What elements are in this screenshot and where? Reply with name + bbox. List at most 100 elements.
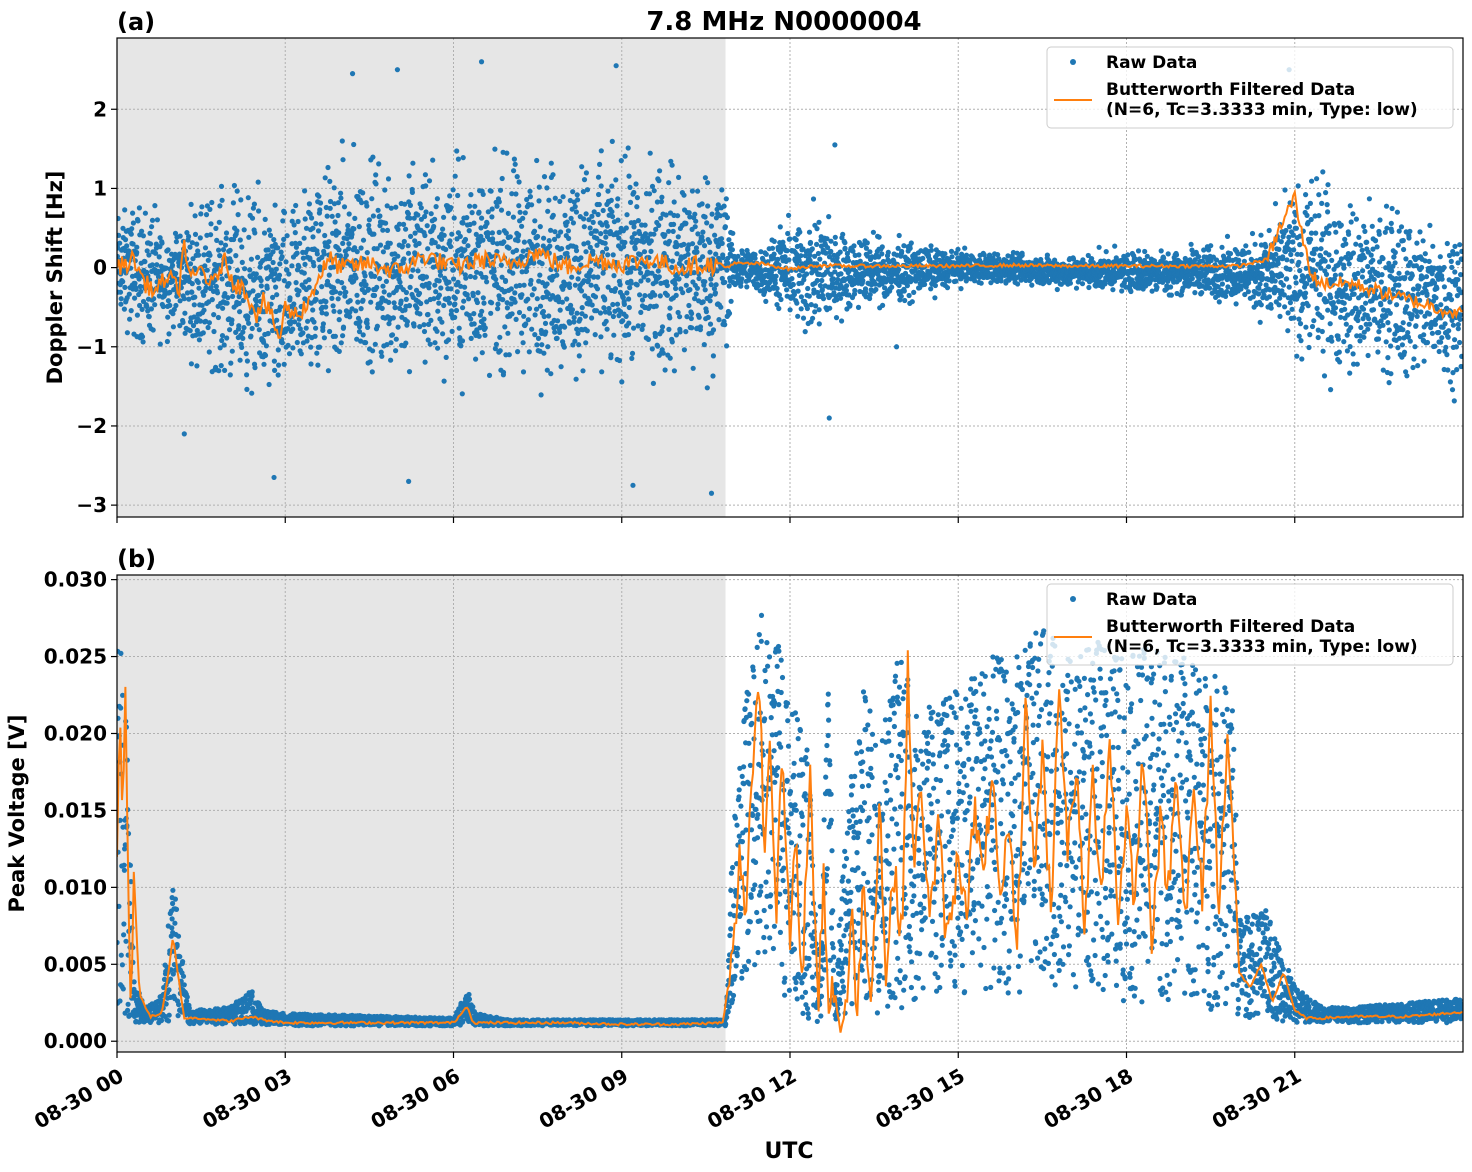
raw-data-point [287,295,293,301]
raw-data-point [278,249,284,255]
raw-data-point [173,239,179,245]
raw-data-point [279,340,285,346]
raw-data-point [470,293,476,299]
raw-data-point [1358,242,1364,248]
raw-data-point [248,256,254,262]
raw-data-point [1395,242,1401,248]
raw-data-point [702,214,708,220]
raw-data-point [1323,190,1329,196]
raw-data-point [551,236,558,242]
raw-data-point [327,205,333,211]
raw-data-point [252,230,258,236]
raw-data-point [425,311,431,318]
raw-data-point [462,284,468,290]
raw-data-point [382,187,388,193]
raw-data-point [1321,373,1328,379]
raw-data-point [762,289,768,295]
raw-data-point [587,298,593,304]
raw-data-point [390,315,396,321]
raw-data-point [1307,200,1313,206]
raw-data-point [464,292,470,298]
raw-data-point [1383,313,1389,319]
raw-data-point [607,228,614,235]
raw-data-point [426,285,432,291]
raw-data-point [380,249,386,255]
raw-data-point [621,244,627,250]
raw-data-point [681,192,687,198]
raw-data-point [800,315,807,321]
raw-data-point [496,199,502,205]
raw-data-point [294,339,300,346]
raw-data-point [909,299,915,305]
raw-data-point [228,360,234,366]
raw-data-point [357,324,363,330]
raw-data-point [373,181,379,187]
raw-data-point [618,158,624,164]
raw-data-point [860,278,866,284]
raw-data-point [230,293,236,299]
raw-data-point [383,278,389,284]
raw-data-point [876,234,882,240]
raw-data-point [327,178,333,184]
raw-data-point [516,309,523,316]
raw-data-point [421,322,427,328]
raw-data-point [1323,271,1330,277]
raw-data-point [476,333,482,339]
raw-data-point [625,332,632,338]
raw-data-point [520,248,526,254]
raw-data-point [1073,285,1080,291]
raw-data-point [206,320,212,326]
raw-data-point [406,173,412,179]
raw-data-point [409,189,415,195]
raw-data-point [557,307,563,313]
raw-data-point [206,349,212,355]
raw-data-point [317,344,323,350]
raw-data-point [589,213,595,219]
raw-data-point [493,341,499,347]
raw-data-point [725,260,731,266]
raw-data-point [1249,230,1256,237]
raw-data-point [296,288,302,294]
raw-data-point [340,324,347,330]
raw-data-point [710,353,717,359]
raw-data-point [599,222,605,228]
raw-data-point [301,270,307,276]
raw-data-point [117,232,122,238]
raw-data-point [519,254,526,260]
raw-data-point [154,262,160,268]
raw-data-point [460,220,466,226]
raw-data-point [687,214,693,220]
raw-data-point [1284,257,1290,263]
raw-data-point [704,220,710,226]
raw-data-point [659,324,666,330]
raw-data-point [1347,370,1353,376]
raw-data-point [562,212,568,218]
raw-data-point [245,314,251,320]
raw-data-point [463,275,469,281]
raw-data-point [1304,212,1310,218]
raw-data-point [275,245,281,251]
raw-data-point [182,310,188,316]
raw-data-point [229,317,235,323]
raw-data-point [1326,252,1332,258]
raw-data-point [807,239,814,246]
raw-data-point [411,215,417,221]
raw-data-point [804,305,811,312]
raw-data-point [475,243,481,249]
raw-data-point [256,327,262,333]
raw-data-point [536,198,542,204]
raw-data-point [1402,275,1408,281]
raw-data-point [622,153,628,159]
raw-data-point [393,204,399,210]
raw-data-point [181,296,187,302]
raw-data-point [213,283,219,290]
raw-data-point [696,275,702,282]
raw-data-point [374,246,380,252]
raw-data-point [440,226,446,232]
raw-data-point [1399,342,1405,348]
raw-data-point [504,300,510,306]
raw-data-point [1383,339,1389,345]
raw-data-point [398,298,404,304]
raw-data-point [1388,220,1394,226]
raw-data-point [1360,268,1366,274]
